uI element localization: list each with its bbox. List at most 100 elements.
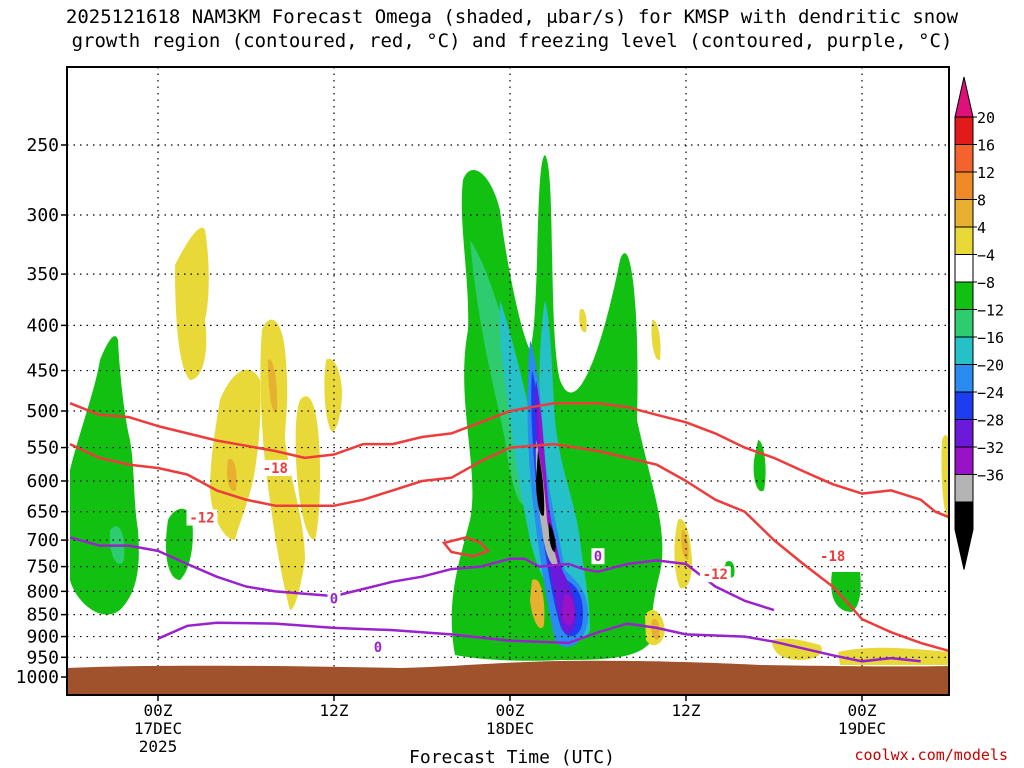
- colorbar-label: −24: [977, 384, 1004, 402]
- colorbar-top-arrow: [954, 76, 974, 118]
- x-tick-label: 2025: [139, 737, 178, 756]
- contour-label-bg: [186, 509, 218, 526]
- omega-region-yellow-10: [941, 434, 949, 520]
- colorbar-label: 12: [977, 164, 995, 182]
- colorbar-label: 20: [977, 109, 995, 127]
- omega-region-orange-4: [681, 529, 689, 560]
- y-tick-label: 650: [26, 502, 59, 523]
- contour-label-layer: -18 -12 -12 -18 0 0 0: [186, 459, 849, 656]
- omega-region-green-left: [70, 336, 139, 615]
- colorbar-swatch: [954, 281, 974, 310]
- omega-region-yellow-1: [175, 227, 209, 380]
- x-tick-label: 19DEC: [838, 719, 886, 738]
- contour-layer: [69, 401, 949, 663]
- contour-label: -12: [189, 511, 214, 527]
- omega-region-yellow-9: [838, 647, 949, 665]
- y-tick-label: 850: [26, 605, 59, 626]
- colorbar-swatch: [954, 501, 974, 530]
- y-tick-label: 900: [26, 627, 59, 648]
- omega-region-yellow-2: [210, 369, 261, 540]
- omega-region-yellow-12: [651, 319, 661, 361]
- y-tick-label: 600: [26, 471, 59, 492]
- omega-region-orange-1: [268, 359, 278, 413]
- dgz-contour: [69, 442, 949, 653]
- y-axis: 2503003504004505005506006507007508008509…: [16, 135, 67, 688]
- colorbar-swatch: [954, 446, 974, 475]
- omega-region-green-right: [831, 572, 861, 612]
- colorbar-label: −36: [977, 467, 1004, 485]
- colorbar-swatch: [954, 309, 974, 338]
- y-tick-label: 350: [26, 264, 59, 285]
- y-tick-label: 500: [26, 401, 59, 422]
- x-tick-label: 00Z: [496, 701, 525, 720]
- freezing-level-contour-lower: [157, 621, 921, 663]
- colorbar-label: −4: [977, 247, 995, 265]
- omega-region-black-2: [548, 522, 556, 552]
- x-tick-label: 12Z: [672, 701, 701, 720]
- omega-region-yellow-4: [295, 396, 321, 540]
- colorbar-swatch: [954, 364, 974, 393]
- contour-label: -18: [263, 461, 288, 477]
- omega-region-cyan-2: [539, 300, 590, 641]
- omega-region-yellow-5: [324, 358, 342, 432]
- omega-region-blue: [527, 340, 589, 648]
- colorbar-label: 8: [977, 192, 986, 210]
- dgz-contour: [69, 401, 949, 519]
- contour-label-bg: [817, 548, 849, 565]
- x-tick-label: 12Z: [320, 701, 349, 720]
- omega-region-light-green-main: [451, 155, 663, 661]
- contour-label-bg: [327, 590, 341, 607]
- y-tick-label: 550: [26, 438, 59, 459]
- grid-lines: [67, 67, 949, 695]
- colorbar-swatch: [954, 391, 974, 420]
- x-tick-label: 18DEC: [486, 719, 534, 738]
- colorbar-label: −32: [977, 439, 1004, 457]
- colorbar-bottom-arrow: [954, 529, 974, 570]
- omega-region-orange-3: [530, 579, 545, 629]
- y-tick-label: 400: [26, 315, 59, 336]
- contour-label: 0: [374, 640, 382, 656]
- omega-region-violet-2: [562, 594, 575, 626]
- y-tick-label: 800: [26, 581, 59, 602]
- omega-region-orange-5: [651, 619, 660, 640]
- credit-text[interactable]: coolwx.com/models: [854, 746, 1008, 764]
- x-tick-label: 00Z: [848, 701, 877, 720]
- y-tick-label: 700: [26, 530, 59, 551]
- colorbar-swatch: [954, 336, 974, 365]
- contour-label-bg: [699, 566, 731, 583]
- contour-label: -18: [820, 549, 845, 565]
- colorbar-swatch: [954, 419, 974, 448]
- y-tick-label: 750: [26, 557, 59, 578]
- omega-region-orange-2: [227, 459, 237, 491]
- y-tick-label: 250: [26, 135, 59, 156]
- y-tick-label: 450: [26, 361, 59, 382]
- colorbar-swatch: [954, 226, 974, 255]
- colorbar-label: 4: [977, 219, 986, 237]
- dgz-contour-loop: [441, 536, 491, 558]
- colorbar-label: −12: [977, 302, 1004, 320]
- chart-title-line2: growth region (contoured, red, °C) and f…: [71, 30, 953, 52]
- contour-label-bg: [591, 548, 605, 565]
- colorbar-swatch: [954, 171, 974, 200]
- y-tick-label: 300: [26, 205, 59, 226]
- colorbar: 20 16 12 8 4 −4 −8 −12 −16 −20 −24 −28 −32 −36: [954, 76, 1004, 570]
- omega-region-yellow-11: [579, 309, 587, 333]
- y-tick-label: 950: [26, 647, 59, 668]
- x-tick-label: 00Z: [144, 701, 173, 720]
- colorbar-swatch: [954, 199, 974, 228]
- x-axis-label: Forecast Time (UTC): [409, 747, 615, 768]
- plot-frame: [66, 66, 950, 696]
- colorbar-label: 16: [977, 137, 995, 155]
- freezing-level-contour: [69, 536, 775, 612]
- colorbar-label: −8: [977, 274, 995, 292]
- contour-label-bg: [371, 639, 385, 656]
- ground-terrain: [67, 660, 949, 695]
- colorbar-swatch: [954, 254, 974, 283]
- colorbar-label: −28: [977, 412, 1004, 430]
- contour-label-bg: [259, 459, 291, 476]
- y-tick-label: 1000: [16, 667, 59, 688]
- omega-shading: [70, 155, 949, 665]
- colorbar-label: −20: [977, 357, 1004, 375]
